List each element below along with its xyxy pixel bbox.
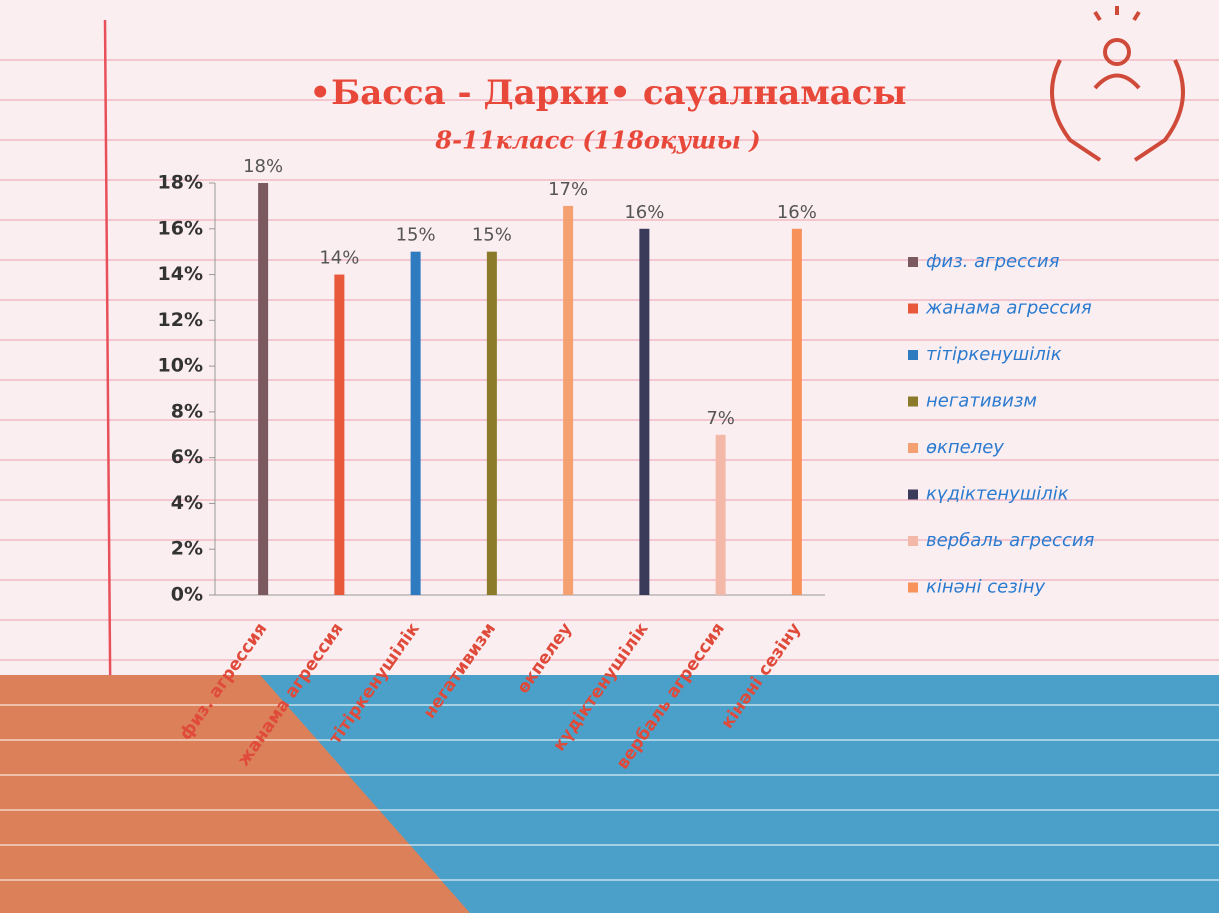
legend-label: негативизм — [926, 391, 1037, 412]
legend-swatch — [908, 443, 918, 453]
y-tick-label: 12% — [158, 309, 203, 331]
value-label: 7% — [706, 408, 735, 429]
value-label: 15% — [396, 225, 436, 246]
y-tick-label: 2% — [171, 538, 203, 560]
y-tick-label: 6% — [171, 446, 203, 468]
value-label: 16% — [777, 202, 817, 223]
bar — [258, 183, 268, 595]
y-tick-label: 18% — [158, 172, 203, 194]
bar — [639, 229, 649, 595]
legend-label: физ. агрессия — [926, 251, 1060, 272]
chart-title: •Басса - Дарки• сауалнамасы — [309, 73, 906, 113]
legend-label: вербаль агрессия — [926, 530, 1095, 551]
legend-swatch — [908, 350, 918, 360]
chart-subtitle: 8-11класс (118оқушы ) — [434, 126, 760, 155]
bar — [716, 435, 726, 595]
bar — [487, 252, 497, 595]
slide: •Басса - Дарки• сауалнамасы 8-11класс (1… — [0, 0, 1219, 913]
legend-label: жанама агрессия — [925, 298, 1092, 319]
legend-swatch — [908, 536, 918, 546]
legend-swatch — [908, 583, 918, 593]
bar — [334, 275, 344, 595]
legend-swatch — [908, 397, 918, 407]
y-tick-label: 10% — [158, 355, 203, 377]
value-label: 15% — [472, 225, 512, 246]
y-tick-label: 4% — [171, 492, 203, 514]
y-tick-label: 16% — [158, 217, 203, 239]
y-tick-label: 8% — [171, 400, 203, 422]
legend-swatch — [908, 490, 918, 500]
legend-label: тітіркенушілік — [926, 344, 1062, 365]
legend-swatch — [908, 304, 918, 314]
legend-label: күдіктенушілік — [926, 484, 1069, 505]
value-label: 18% — [243, 156, 283, 177]
bar — [411, 252, 421, 595]
bar — [563, 206, 573, 595]
legend-label: өкпелеу — [926, 437, 1004, 458]
value-label: 16% — [624, 202, 664, 223]
value-label: 17% — [548, 179, 588, 200]
legend-label: кінәні сезіну — [926, 577, 1046, 598]
bar — [792, 229, 802, 595]
y-tick-label: 14% — [158, 263, 203, 285]
legend-swatch — [908, 257, 918, 267]
y-tick-label: 0% — [171, 584, 203, 606]
value-label: 14% — [319, 248, 359, 269]
